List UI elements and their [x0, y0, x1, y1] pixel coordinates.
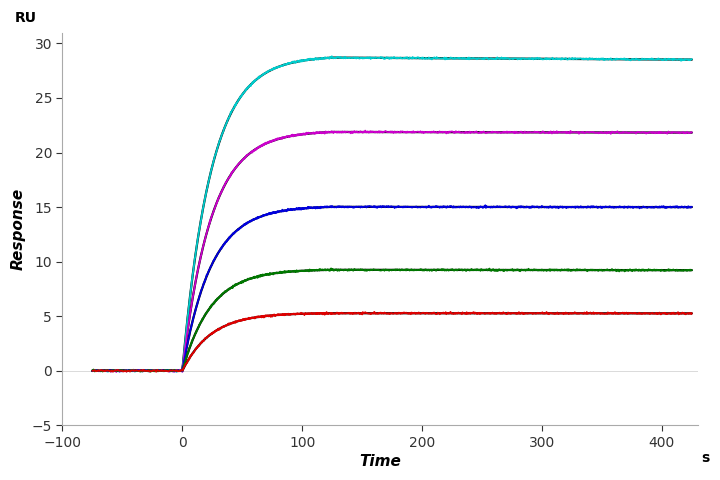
X-axis label: Time: Time: [359, 454, 401, 469]
Text: RU: RU: [15, 11, 37, 24]
Y-axis label: Response: Response: [11, 188, 26, 270]
Text: s: s: [701, 451, 709, 465]
